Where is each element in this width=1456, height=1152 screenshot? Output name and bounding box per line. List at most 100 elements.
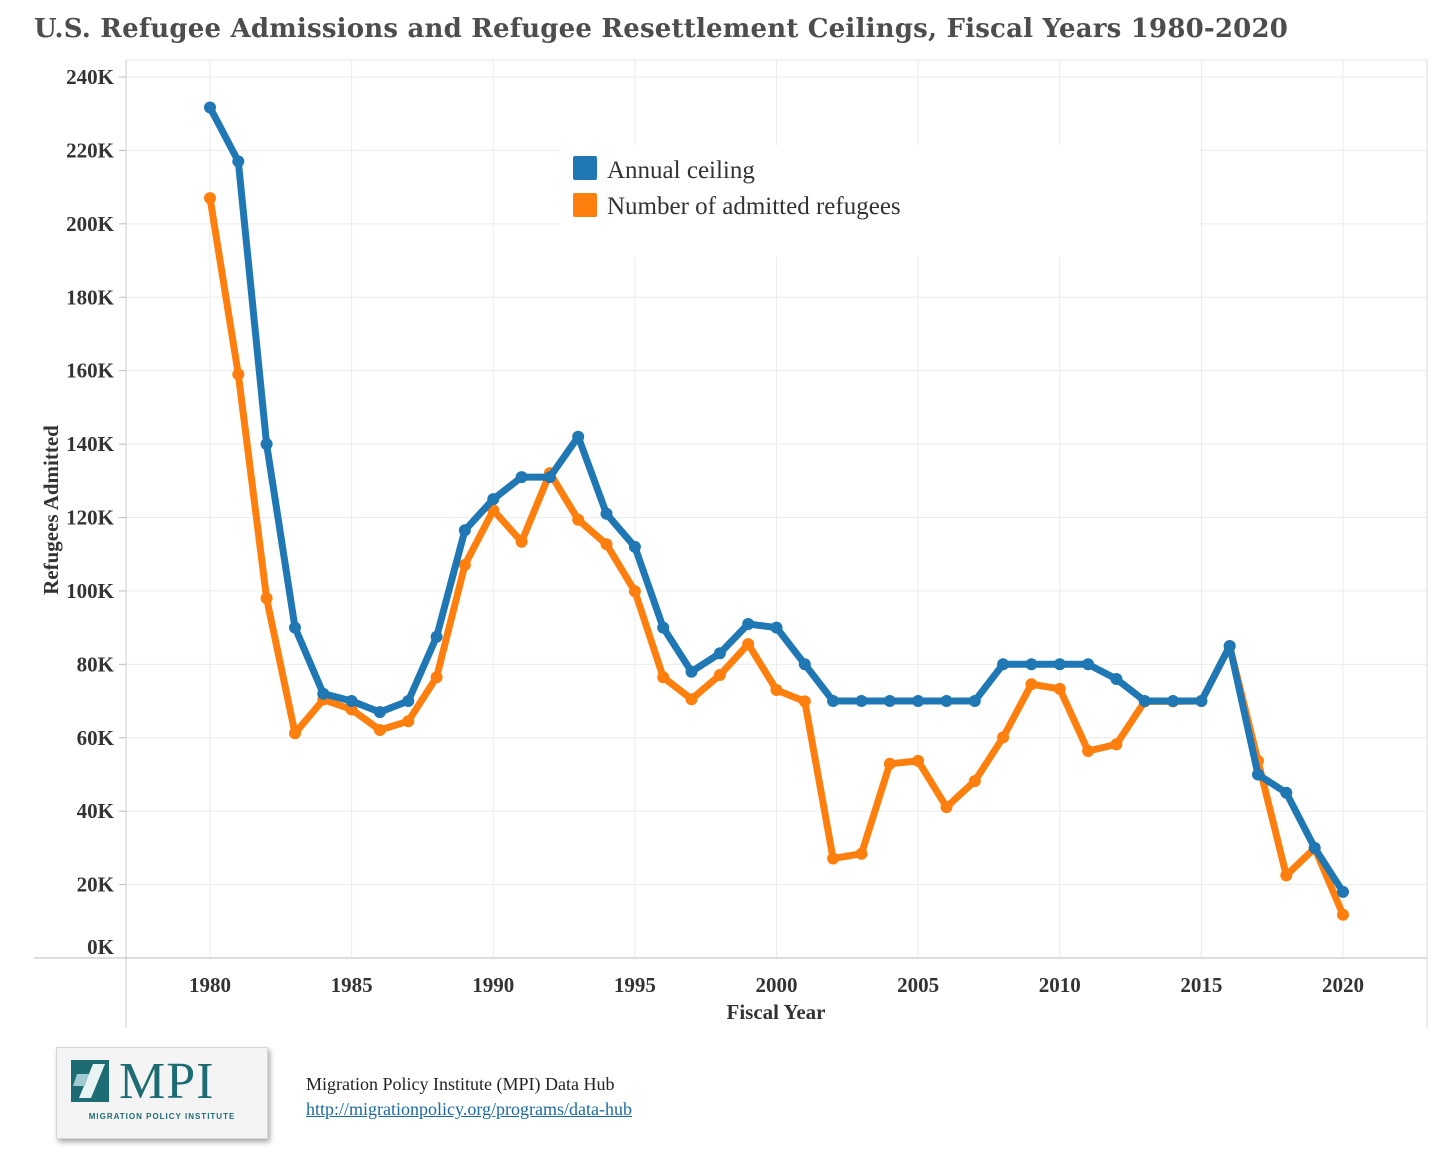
x-tick-label: 1985 [331,973,373,997]
data-point [1025,658,1038,671]
y-tick-label: 80K [77,652,115,676]
x-tick-label: 1980 [189,973,231,997]
chart-title: U.S. Refugee Admissions and Refugee Rese… [34,14,1289,44]
data-point [1337,885,1349,898]
data-point [827,852,840,865]
legend-swatch-admitted [573,193,597,217]
data-point [515,535,528,548]
data-point [1138,695,1151,707]
data-point [345,703,358,716]
x-tick-label: 2020 [1322,973,1364,997]
data-point [713,647,726,660]
y-tick-label: 160K [66,359,115,383]
data-point [685,693,698,706]
data-point [798,658,811,671]
data-point [912,754,925,767]
legend-background [560,145,1200,257]
data-point [430,671,443,684]
data-point [1280,869,1293,882]
x-axis-ticks: 1980 1985 1990 1995 2000 2005 2010 2015 2020 [189,973,1364,997]
data-point [855,847,868,860]
y-tick-label: 200K [66,212,115,236]
data-point [600,507,613,520]
data-point [1308,841,1321,854]
data-point [345,695,358,707]
y-tick-label: 20K [77,873,115,897]
data-point [827,695,840,707]
data-point [515,471,528,484]
data-point [1337,908,1349,921]
series-annual-ceiling [204,101,1349,898]
x-tick-label: 2015 [1180,973,1222,997]
y-axis-ticks: 0K 20K 40K 60K 80K 100K 120K 140K 160K 180K 200K 22… [66,65,126,959]
mpi-logo-subtitle: MIGRATION POLICY INSTITUTE [88,1112,236,1121]
data-point [1280,786,1293,799]
legend-swatch-ceiling [573,156,597,180]
data-point [1025,678,1038,691]
y-tick-label: 40K [77,799,115,823]
x-tick-label: 1990 [472,973,514,997]
data-point [204,101,216,114]
data-point [232,155,245,168]
data-point [232,368,245,381]
x-tick-label: 2005 [897,973,939,997]
data-point [628,540,641,553]
x-tick-label: 2010 [1039,973,1081,997]
source-note: Migration Policy Institute (MPI) Data Hu… [306,1074,632,1120]
data-point [402,695,415,707]
axes [34,59,1428,1028]
data-point [968,695,981,707]
data-point [713,669,726,681]
data-point [1252,768,1264,781]
mpi-logo-letters: MPI [119,1053,215,1110]
y-tick-label: 100K [66,579,115,603]
data-point [968,775,981,788]
data-point [402,715,415,728]
data-point [883,757,896,770]
data-point [1082,658,1095,671]
mpi-logo-mark [71,1060,109,1102]
data-point [458,558,471,571]
data-point [997,658,1010,671]
data-point [883,695,896,707]
data-point [1167,695,1179,707]
data-point [260,438,273,451]
legend: Annual ceiling Number of admitted refuge… [573,156,901,220]
data-point [1223,640,1236,652]
data-point [543,471,556,484]
data-point [487,493,500,506]
data-point [289,727,301,740]
data-point [1110,673,1123,685]
data-point [657,621,670,634]
data-point [317,687,330,700]
data-point [997,731,1010,744]
line-chart: 0K 20K 40K 60K 80K 100K 120K 140K 160K 180K 200K 22… [34,59,1428,1028]
data-point [657,671,670,684]
data-point [1082,745,1095,757]
y-axis-title: Refugees Admitted [39,425,63,595]
data-point [458,524,471,537]
legend-label-admitted: Number of admitted refugees [607,193,901,220]
data-point [572,430,585,443]
data-point [430,630,443,643]
source-name: Migration Policy Institute (MPI) Data Hu… [306,1074,615,1094]
data-point [1053,682,1066,695]
data-point [940,801,953,814]
x-tick-label: 2000 [756,973,798,997]
data-point [770,621,783,634]
data-point [628,585,641,598]
data-point [770,684,783,696]
y-tick-label: 220K [66,138,115,162]
data-point [742,618,755,630]
series [204,101,1349,921]
x-axis-title: Fiscal Year [727,1000,826,1024]
y-tick-label: 60K [77,726,115,750]
x-tick-label: 1995 [614,973,656,997]
data-point [685,665,698,678]
data-point [600,538,613,551]
source-link[interactable]: http://migrationpolicy.org/programs/data… [306,1099,632,1119]
data-point [289,621,301,634]
data-point [1195,695,1208,707]
y-tick-label: 0K [87,935,115,959]
data-point [940,695,953,707]
